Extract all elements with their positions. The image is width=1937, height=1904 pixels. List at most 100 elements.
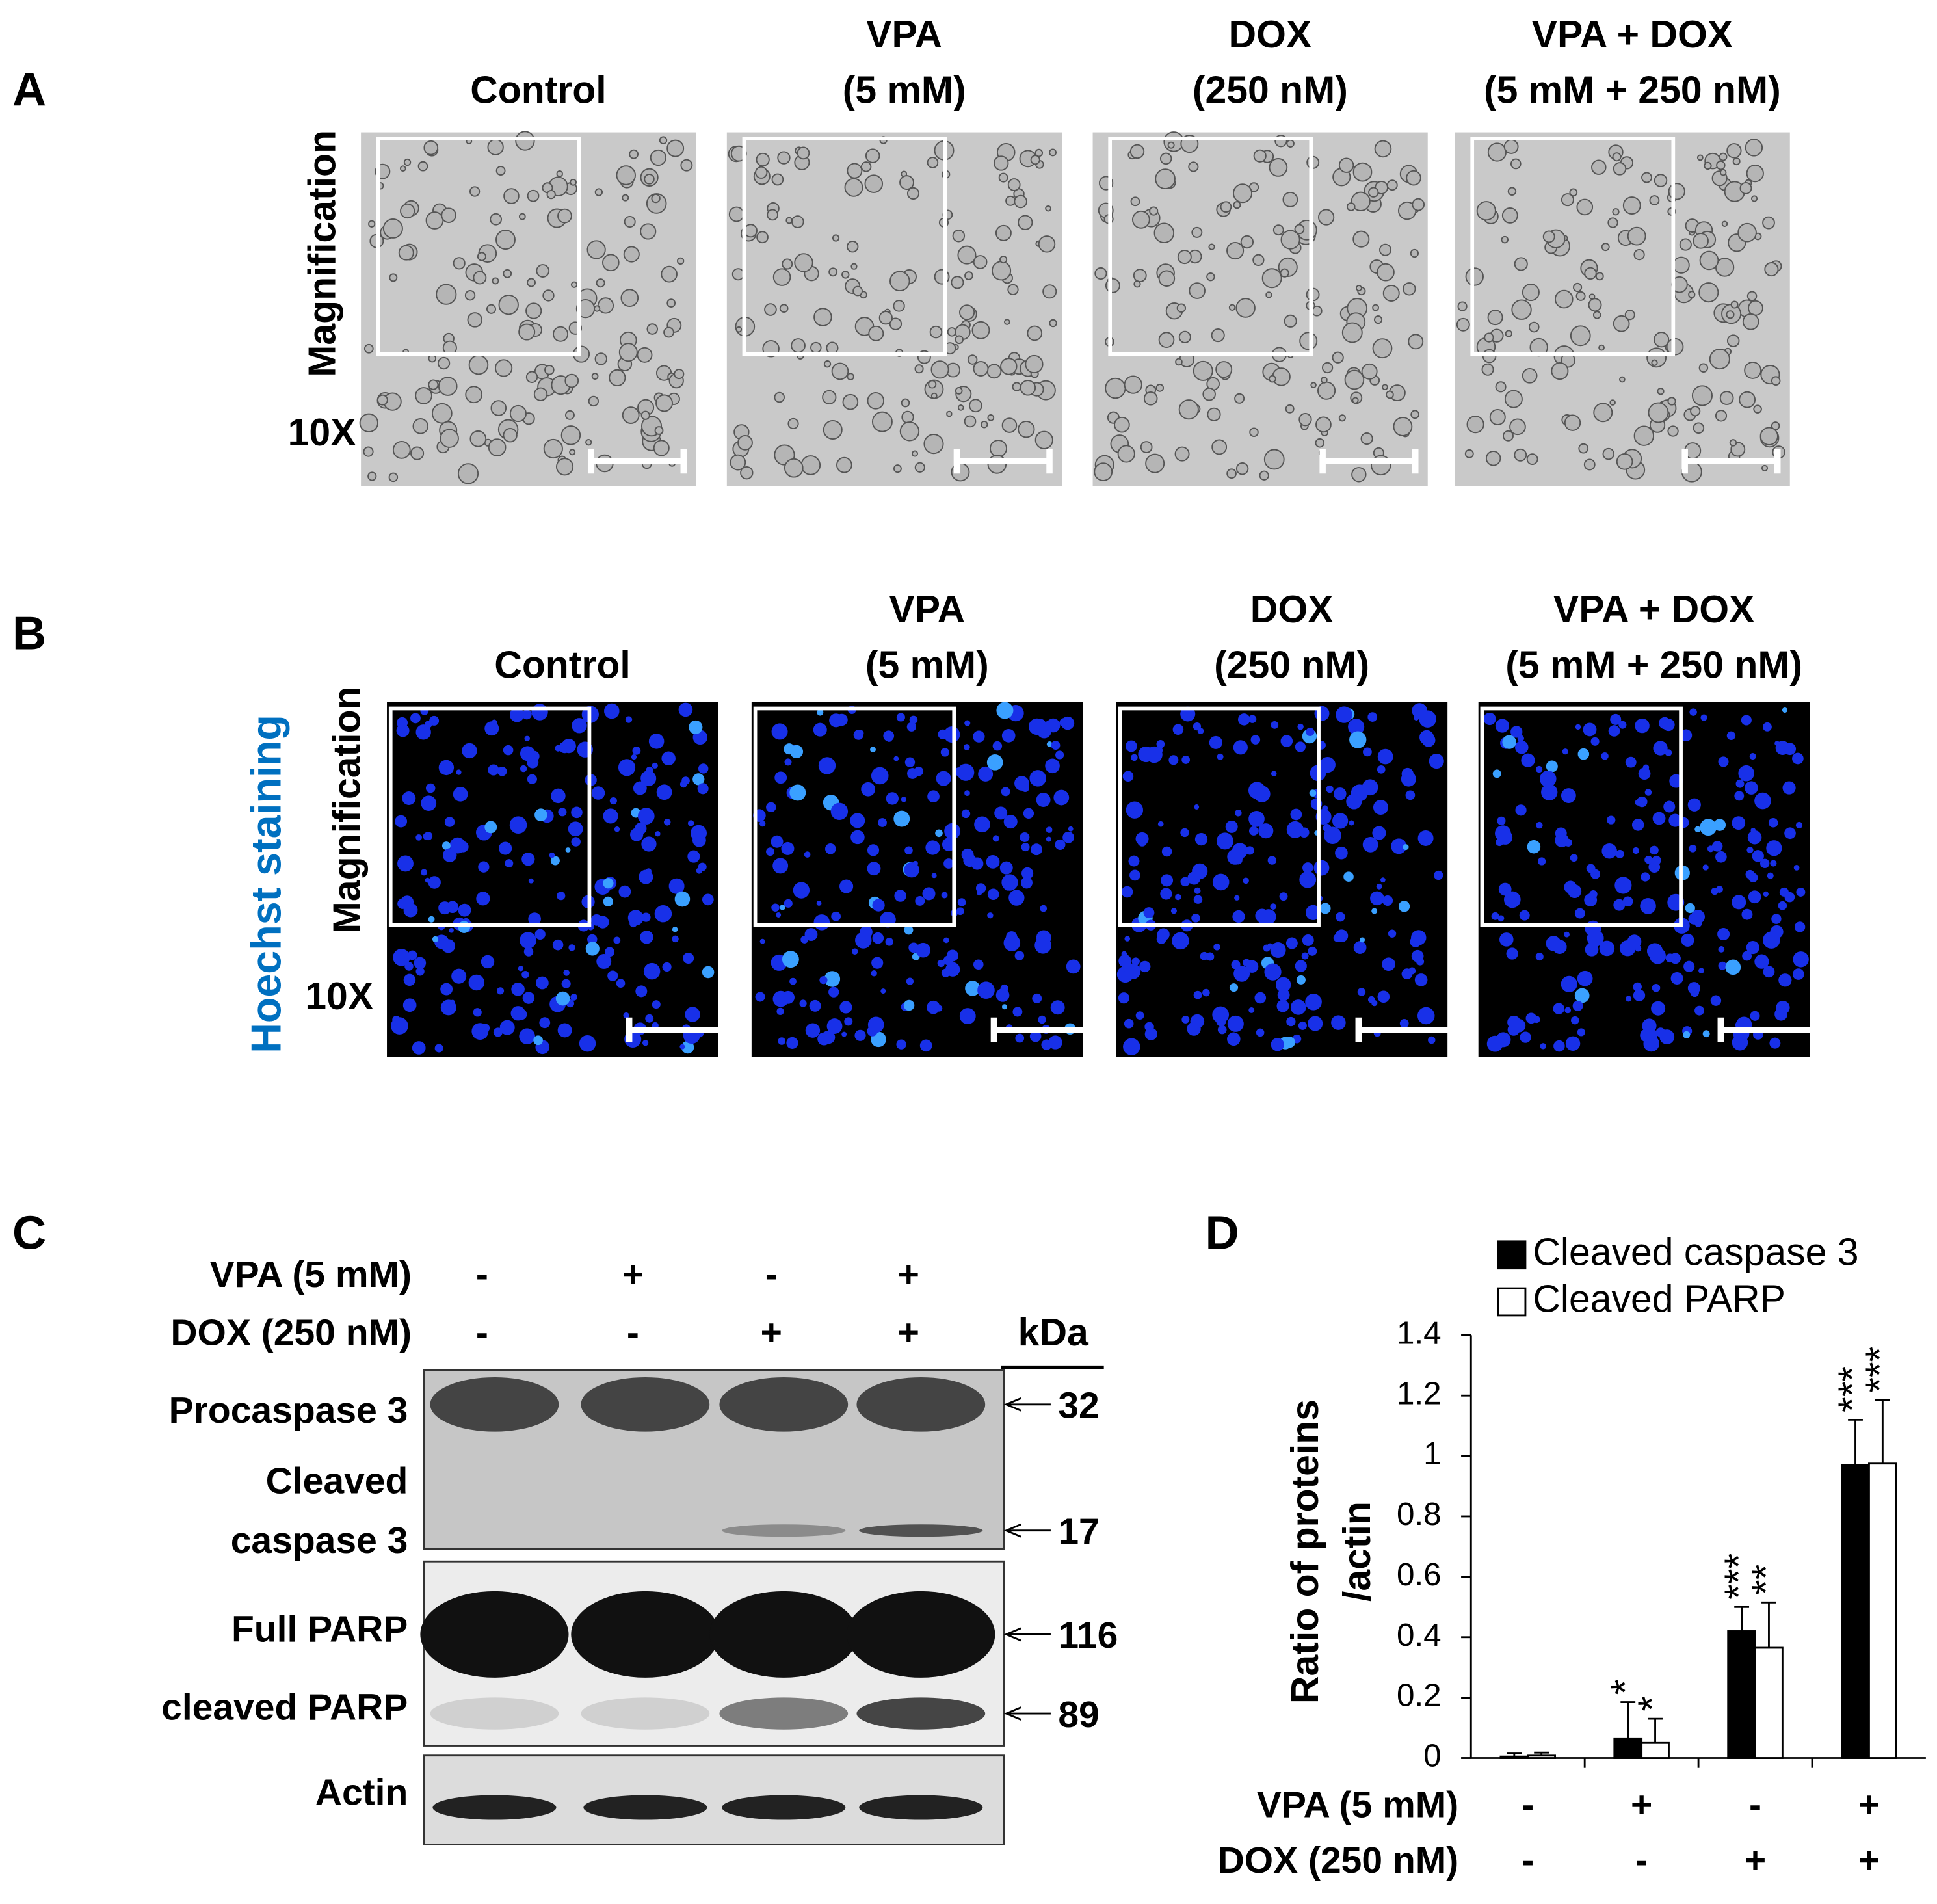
cell	[586, 240, 606, 259]
error-bar	[1507, 1752, 1522, 1757]
nucleus	[1297, 723, 1304, 730]
blot-band	[709, 1591, 858, 1678]
nucleus	[1363, 747, 1372, 757]
nucleus	[1128, 855, 1140, 867]
nucleus	[987, 912, 994, 919]
cell	[1355, 285, 1362, 291]
nucleus	[1021, 867, 1034, 879]
nucleus	[1234, 895, 1240, 901]
cell	[399, 165, 406, 172]
nucleus	[1216, 832, 1233, 850]
nucleus	[1261, 909, 1276, 925]
nucleus	[872, 899, 885, 912]
cell	[377, 394, 388, 406]
cell	[1130, 196, 1140, 207]
cell	[777, 151, 791, 165]
cell	[653, 440, 670, 456]
nucleus	[623, 1012, 629, 1019]
nucleus	[1388, 929, 1397, 938]
nucleus	[391, 1017, 408, 1035]
cell	[1352, 162, 1373, 182]
nucleus	[1348, 719, 1365, 735]
nucleus	[702, 893, 714, 906]
nucleus	[563, 970, 570, 976]
nucleus	[915, 896, 925, 906]
cell	[368, 220, 376, 228]
cell	[823, 360, 832, 368]
nucleus	[672, 935, 679, 943]
nucleus	[819, 976, 828, 985]
nucleus	[1319, 903, 1331, 914]
nucleus	[702, 966, 715, 979]
nucleus	[499, 841, 512, 855]
unit-label: kDa	[1018, 1312, 1089, 1354]
nucleus	[957, 763, 975, 781]
cell	[1117, 445, 1135, 463]
nucleus	[441, 841, 451, 851]
nucleus	[571, 837, 581, 847]
cell	[503, 428, 518, 443]
nucleus	[1718, 756, 1729, 767]
cell	[1616, 453, 1633, 470]
cell	[1261, 268, 1282, 289]
nucleus	[1633, 989, 1646, 1001]
nucleus	[565, 847, 571, 853]
nucleus	[1735, 779, 1745, 788]
nucleus	[1635, 799, 1641, 806]
nucleus	[1256, 1028, 1265, 1037]
significance-label: *	[1630, 1696, 1674, 1712]
nucleus	[528, 878, 534, 884]
cell	[1622, 196, 1641, 215]
nucleus	[438, 901, 452, 915]
nucleus	[1029, 770, 1046, 787]
cell	[1602, 447, 1615, 460]
nucleus	[1227, 849, 1243, 865]
nucleus	[771, 835, 784, 848]
nucleus	[505, 859, 514, 868]
nucleus	[468, 974, 485, 991]
cell	[609, 369, 626, 387]
cell	[889, 317, 903, 330]
nucleus	[894, 890, 906, 902]
nucleus	[793, 882, 810, 899]
nucleus	[1625, 756, 1637, 768]
kda-label: 17	[1058, 1511, 1099, 1552]
cell	[1593, 403, 1613, 423]
cell	[1317, 381, 1336, 400]
cell	[1771, 376, 1781, 386]
nucleus	[1014, 951, 1025, 960]
y-tick-label: 0.8	[1397, 1496, 1442, 1532]
nucleus	[662, 962, 672, 972]
cell	[1592, 311, 1601, 319]
nucleus	[1429, 754, 1444, 769]
cell	[1286, 139, 1295, 148]
cell	[987, 414, 995, 421]
nucleus	[857, 730, 864, 737]
nucleus	[1324, 826, 1341, 844]
nucleus	[1408, 967, 1416, 975]
nucleus	[1631, 819, 1644, 831]
nucleus	[397, 898, 408, 909]
cell	[1456, 317, 1470, 332]
cell	[779, 304, 789, 313]
cell	[995, 224, 1012, 241]
nucleus	[809, 999, 821, 1012]
nucleus	[1538, 857, 1546, 866]
nucleus	[1680, 729, 1693, 742]
cell	[525, 302, 542, 319]
cell	[865, 148, 880, 163]
cell	[1269, 158, 1288, 177]
cell	[1583, 458, 1596, 471]
cell	[847, 241, 859, 253]
cell	[991, 261, 1012, 281]
cell	[1014, 194, 1027, 209]
cell	[1386, 390, 1394, 399]
cell	[659, 136, 668, 144]
cell	[844, 178, 863, 197]
nucleus	[1652, 812, 1666, 825]
nucleus	[914, 766, 924, 776]
cell	[495, 166, 506, 176]
nucleus	[632, 746, 641, 755]
cell	[1351, 191, 1371, 211]
nucleus	[1577, 748, 1590, 760]
